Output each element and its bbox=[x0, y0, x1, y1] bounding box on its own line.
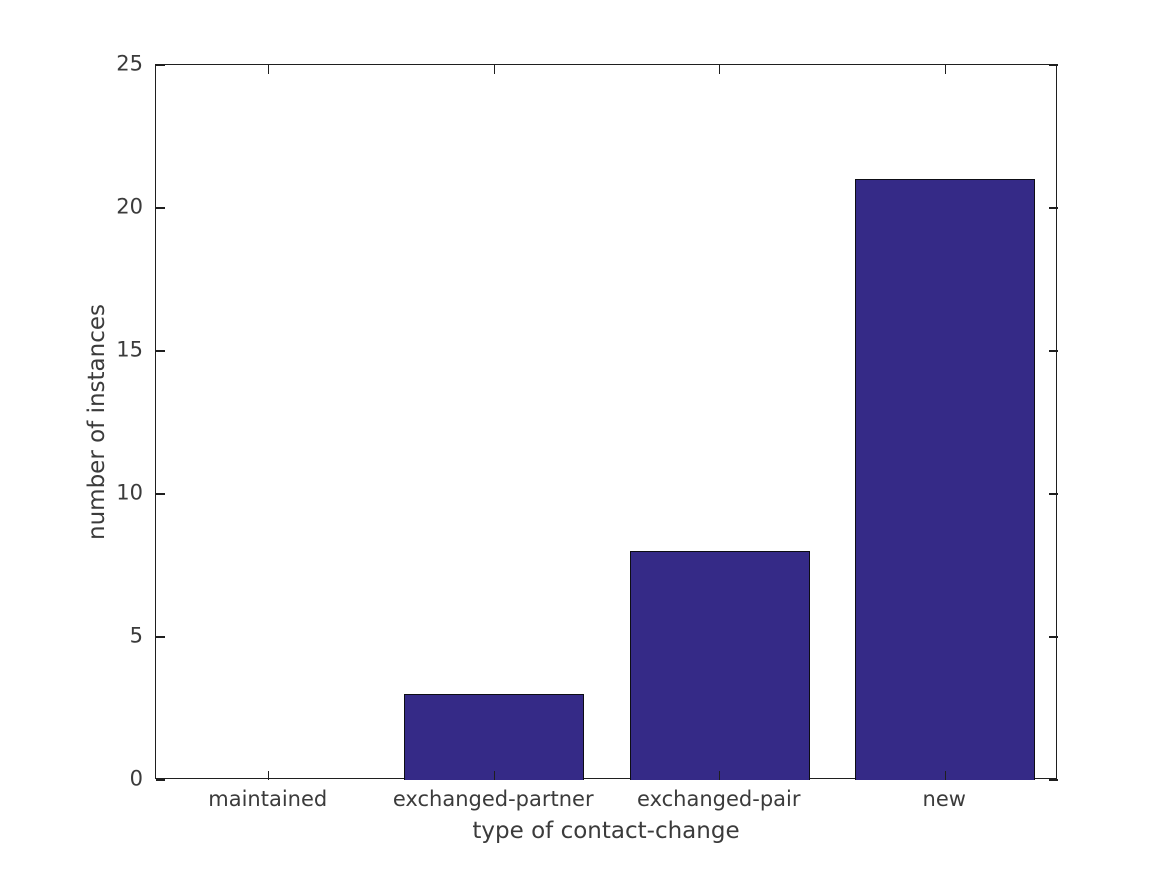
x-tick-top-maintained bbox=[268, 65, 270, 74]
bar-exchanged-partner bbox=[404, 694, 585, 780]
x-tick-bottom-exchanged-partner bbox=[493, 771, 495, 780]
y-tick-right-5 bbox=[1049, 636, 1058, 638]
y-tick-right-15 bbox=[1049, 350, 1058, 352]
y-tick-left-20 bbox=[156, 207, 165, 209]
x-tick-label-maintained: maintained bbox=[208, 787, 328, 811]
y-axis-label: number of instances bbox=[84, 303, 110, 540]
y-tick-label-0: 0 bbox=[129, 766, 143, 791]
y-tick-label-5: 5 bbox=[129, 623, 143, 648]
x-tick-label-exchanged-partner: exchanged-partner bbox=[392, 787, 594, 811]
y-tick-label-15: 15 bbox=[116, 337, 143, 362]
y-tick-left-0 bbox=[156, 779, 165, 781]
x-tick-top-new bbox=[944, 65, 946, 74]
x-tick-label-exchanged-pair: exchanged-pair bbox=[637, 787, 801, 811]
x-tick-bottom-maintained bbox=[268, 771, 270, 780]
y-tick-right-0 bbox=[1049, 779, 1058, 781]
y-tick-left-25 bbox=[156, 64, 165, 66]
y-tick-label-25: 25 bbox=[116, 51, 143, 76]
plot-area bbox=[155, 64, 1058, 781]
x-tick-top-exchanged-partner bbox=[493, 65, 495, 74]
bar-exchanged-pair bbox=[629, 551, 810, 780]
y-tick-right-20 bbox=[1049, 207, 1058, 209]
y-tick-right-10 bbox=[1049, 493, 1058, 495]
y-tick-label-20: 20 bbox=[116, 194, 143, 219]
x-tick-bottom-exchanged-pair bbox=[719, 771, 721, 780]
x-axis-label: type of contact-change bbox=[472, 818, 740, 844]
bar-new bbox=[855, 179, 1036, 780]
y-tick-left-10 bbox=[156, 493, 165, 495]
y-tick-left-5 bbox=[156, 636, 165, 638]
x-tick-bottom-new bbox=[944, 771, 946, 780]
y-tick-label-10: 10 bbox=[116, 480, 143, 505]
x-tick-top-exchanged-pair bbox=[719, 65, 721, 74]
y-tick-left-15 bbox=[156, 350, 165, 352]
y-tick-right-25 bbox=[1049, 64, 1058, 66]
x-tick-label-new: new bbox=[922, 787, 966, 811]
